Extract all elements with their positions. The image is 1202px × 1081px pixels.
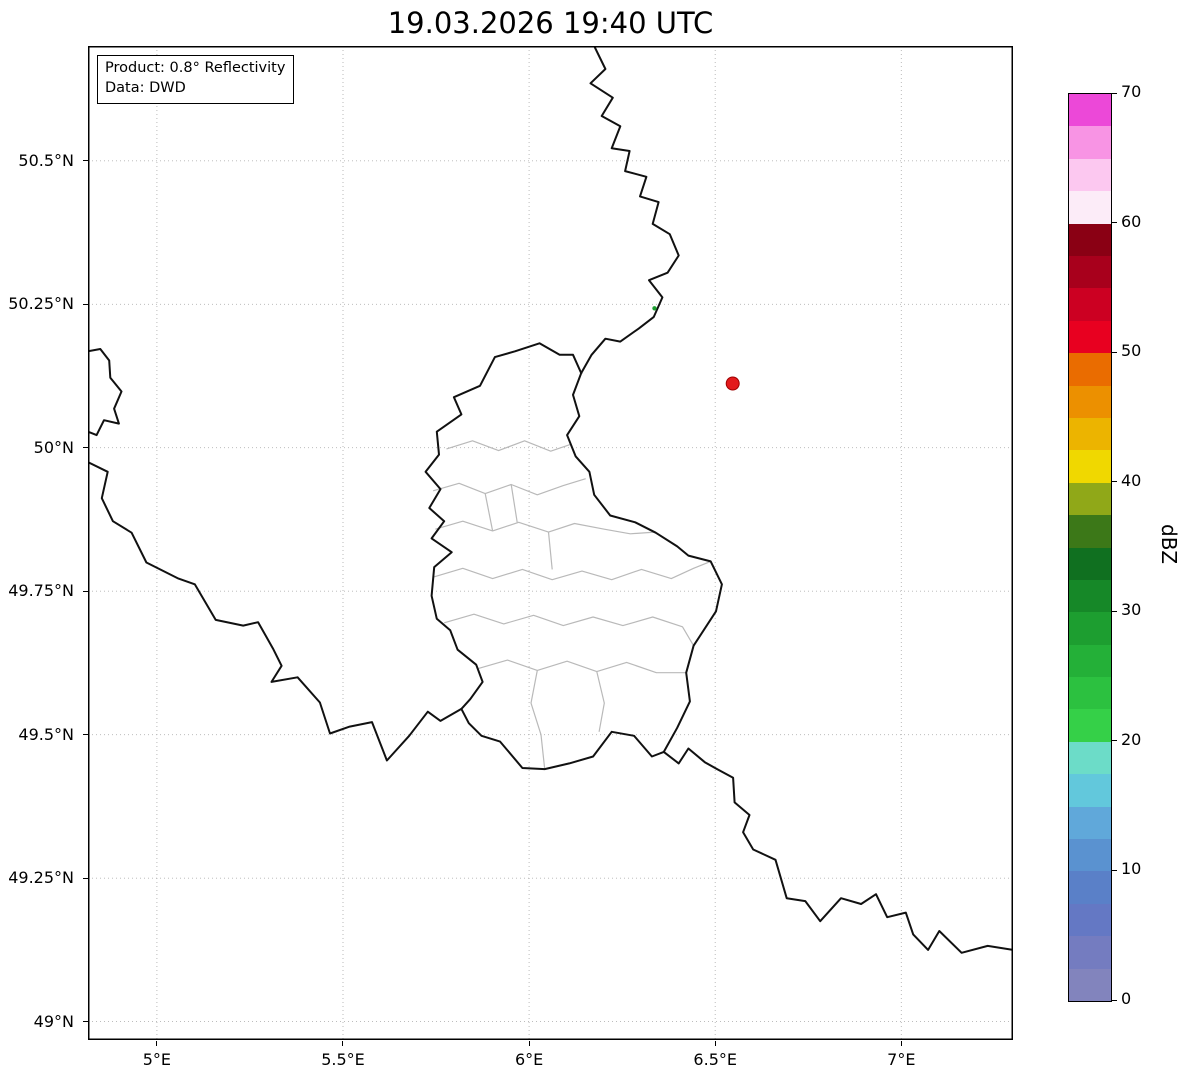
- colorbar-segment: [1069, 158, 1111, 192]
- colorbar-tick-mark: [1112, 740, 1117, 742]
- y-tick-label: 49.75°N: [8, 581, 74, 601]
- colorbar-segment: [1069, 320, 1111, 354]
- colorbar-unit-label: dBZ: [1157, 524, 1181, 565]
- colorbar-tick-label: 60: [1121, 211, 1142, 231]
- colorbar-tick-label: 0: [1121, 989, 1132, 1008]
- colorbar-tick-label: 30: [1121, 600, 1142, 620]
- colorbar-tick-mark: [1112, 481, 1117, 483]
- admin-border: [530, 670, 546, 770]
- colorbar-tick-mark: [1112, 92, 1117, 94]
- colorbar-segment: [1069, 482, 1111, 516]
- colorbar-segment: [1069, 352, 1111, 386]
- colorbar-segment: [1069, 676, 1111, 710]
- colorbar-tick-mark: [1112, 222, 1117, 224]
- x-tick-label: 6°E: [514, 1050, 544, 1069]
- admin-border: [484, 493, 494, 532]
- colorbar-tick-label: 20: [1121, 729, 1142, 749]
- colorbar-tick-label: 10: [1121, 859, 1142, 879]
- colorbar-segment: [1069, 611, 1111, 645]
- colorbar-segment: [1069, 838, 1111, 872]
- data-source-line: Data: DWD: [105, 79, 186, 96]
- admin-border: [435, 520, 655, 535]
- x-tick-mark: [714, 1041, 716, 1046]
- map-plot-area: Product: 0.8° Reflectivity Data: DWD: [88, 46, 1013, 1040]
- colorbar-segment: [1069, 806, 1111, 840]
- plot-frame: [88, 46, 1013, 1040]
- product-line: Product: 0.8° Reflectivity: [105, 60, 286, 76]
- colorbar-tick-mark: [1112, 869, 1117, 871]
- colorbar-segment: [1069, 384, 1111, 418]
- country-border: [88, 348, 123, 437]
- x-tick-mark: [156, 1041, 158, 1046]
- colorbar-segment: [1069, 870, 1111, 904]
- colorbar-tick-mark: [1112, 351, 1117, 353]
- radar-echo: [652, 306, 657, 311]
- y-tick-mark: [83, 303, 88, 305]
- y-tick-mark: [83, 1021, 88, 1023]
- y-tick-label: 49°N: [33, 1011, 74, 1031]
- y-tick-label: 50.25°N: [8, 294, 74, 314]
- product-info-box: Product: 0.8° Reflectivity Data: DWD: [97, 55, 295, 105]
- y-tick-mark: [83, 877, 88, 879]
- y-tick-mark: [83, 590, 88, 592]
- x-tick-mark: [528, 1041, 530, 1046]
- country-border: [566, 372, 723, 753]
- colorbar-segment: [1069, 644, 1111, 678]
- y-tick-mark: [83, 734, 88, 736]
- colorbar-segment: [1069, 190, 1111, 224]
- colorbar-segment: [1069, 935, 1111, 969]
- radar-echo: [725, 376, 740, 391]
- colorbar-segment: [1069, 579, 1111, 613]
- colorbar-tick-label: 50: [1121, 341, 1142, 361]
- colorbar-segment: [1069, 741, 1111, 775]
- colorbar-tick-mark: [1112, 999, 1117, 1001]
- page-title: 19.03.2026 19:40 UTC: [387, 6, 714, 40]
- y-tick-mark: [83, 447, 88, 449]
- admin-border: [433, 560, 711, 581]
- country-border: [580, 46, 680, 375]
- admin-border: [547, 532, 553, 570]
- colorbar-gradient: [1068, 93, 1112, 1002]
- admin-border: [446, 440, 571, 452]
- admin-border: [432, 478, 586, 496]
- x-tick-label: 7°E: [887, 1050, 916, 1069]
- x-tick-mark: [900, 1041, 902, 1046]
- country-border: [662, 747, 1013, 954]
- y-tick-label: 49.5°N: [18, 724, 74, 744]
- country-border: [460, 707, 665, 771]
- map-svg: [88, 46, 1013, 1040]
- y-tick-label: 50°N: [33, 437, 74, 457]
- y-tick-label: 49.25°N: [8, 868, 74, 888]
- country-border: [424, 342, 583, 710]
- x-tick-label: 5°E: [142, 1050, 171, 1069]
- colorbar-segment: [1069, 287, 1111, 321]
- y-tick-mark: [83, 160, 88, 162]
- colorbar-tick-mark: [1112, 610, 1117, 612]
- colorbar-segment: [1069, 94, 1111, 127]
- colorbar-segment: [1069, 968, 1111, 1001]
- y-tick-label: 50.5°N: [18, 150, 74, 170]
- colorbar-segment: [1069, 773, 1111, 807]
- colorbar-segment: [1069, 903, 1111, 937]
- x-tick-label: 5.5°E: [321, 1050, 365, 1069]
- admin-border: [477, 659, 687, 674]
- colorbar-segment: [1069, 125, 1111, 159]
- country-border: [88, 461, 463, 762]
- colorbar-segment: [1069, 222, 1111, 256]
- colorbar-segment: [1069, 255, 1111, 289]
- colorbar-tick-label: 40: [1121, 470, 1142, 490]
- colorbar-segment: [1069, 514, 1111, 548]
- admin-border: [596, 671, 605, 732]
- admin-border: [510, 484, 518, 523]
- colorbar-segment: [1069, 417, 1111, 451]
- colorbar-segment: [1069, 449, 1111, 483]
- x-tick-mark: [342, 1041, 344, 1046]
- admin-border: [444, 613, 695, 647]
- x-tick-label: 6.5°E: [693, 1050, 737, 1069]
- colorbar-segment: [1069, 708, 1111, 742]
- colorbar-segment: [1069, 546, 1111, 580]
- colorbar-tick-label: 70: [1121, 82, 1142, 101]
